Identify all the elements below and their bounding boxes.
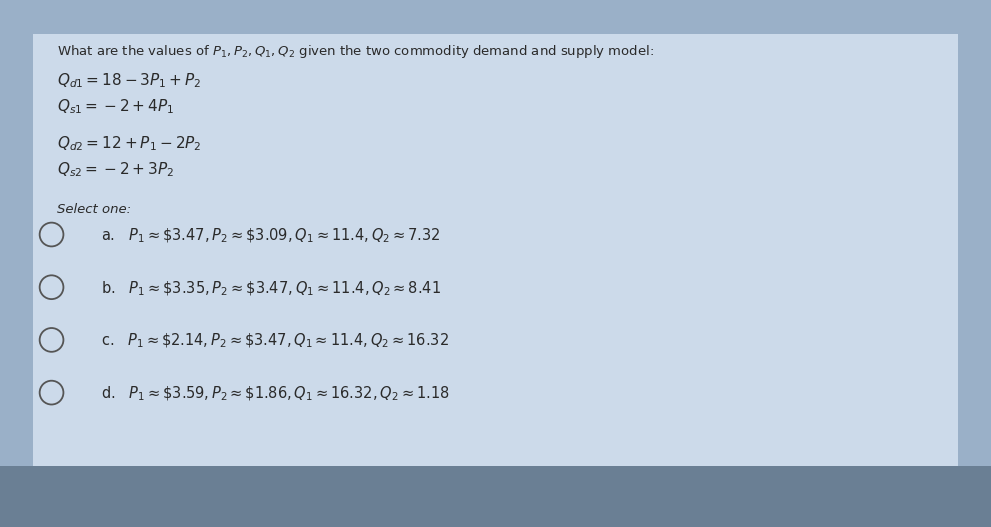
Text: b.   $P_1 \approx \$3.35, P_2 \approx \$3.47, Q_1 \approx 11.4, Q_2 \approx 8.41: b. $P_1 \approx \$3.35, P_2 \approx \$3.… bbox=[101, 279, 441, 298]
Text: c.   $P_1 \approx \$2.14, P_2 \approx \$3.47, Q_1 \approx 11.4, Q_2 \approx 16.3: c. $P_1 \approx \$2.14, P_2 \approx \$3.… bbox=[101, 332, 449, 350]
Text: What are the values of $P_1, P_2, Q_1, Q_2$ given the two commodity demand and s: What are the values of $P_1, P_2, Q_1, Q… bbox=[57, 43, 654, 60]
Text: $Q_{s1} = -2 + 4P_1$: $Q_{s1} = -2 + 4P_1$ bbox=[57, 97, 174, 116]
Text: $Q_{s2} = -2 + 3P_2$: $Q_{s2} = -2 + 3P_2$ bbox=[57, 161, 174, 179]
Text: a.   $P_1 \approx \$3.47, P_2 \approx \$3.09, Q_1 \approx 11.4, Q_2 \approx 7.32: a. $P_1 \approx \$3.47, P_2 \approx \$3.… bbox=[101, 227, 441, 245]
Bar bbox=[0, 466, 991, 527]
Text: Select one:: Select one: bbox=[57, 203, 132, 216]
FancyBboxPatch shape bbox=[33, 34, 958, 466]
Text: d.   $P_1 \approx \$3.59, P_2 \approx \$1.86, Q_1 \approx 16.32, Q_2 \approx 1.1: d. $P_1 \approx \$3.59, P_2 \approx \$1.… bbox=[101, 385, 450, 403]
Text: $Q_{d2} = 12 + P_1 - 2P_2$: $Q_{d2} = 12 + P_1 - 2P_2$ bbox=[57, 134, 202, 153]
Text: $Q_{d1} = 18 - 3P_1 + P_2$: $Q_{d1} = 18 - 3P_1 + P_2$ bbox=[57, 71, 202, 90]
